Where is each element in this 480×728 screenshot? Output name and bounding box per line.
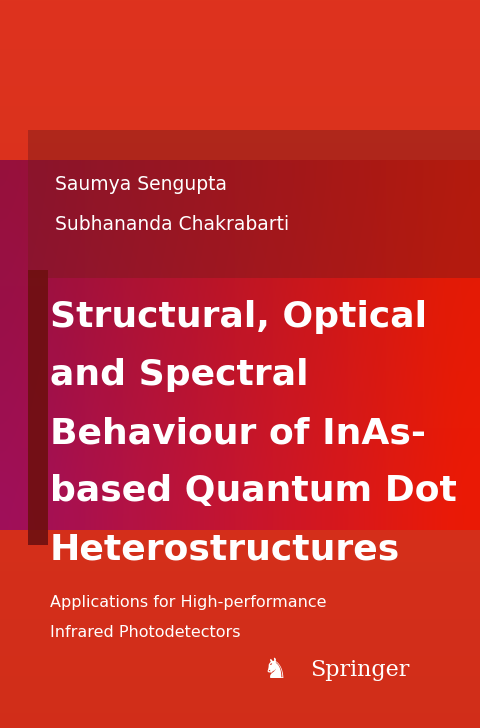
Bar [28, 130, 480, 278]
Text: based Quantum Dot: based Quantum Dot [50, 474, 457, 508]
Text: Heterostructures: Heterostructures [50, 532, 400, 566]
Text: and Spectral: and Spectral [50, 358, 309, 392]
Bar [28, 270, 48, 545]
Text: Subhananda Chakrabarti: Subhananda Chakrabarti [55, 215, 289, 234]
Text: Infrared Photodetectors: Infrared Photodetectors [50, 625, 240, 640]
Text: Applications for High-performance: Applications for High-performance [50, 595, 326, 610]
Text: Structural, Optical: Structural, Optical [50, 300, 427, 334]
Text: Springer: Springer [310, 659, 409, 681]
Text: ♞: ♞ [263, 656, 288, 684]
Text: Behaviour of InAs-: Behaviour of InAs- [50, 416, 426, 450]
Text: Saumya Sengupta: Saumya Sengupta [55, 175, 227, 194]
